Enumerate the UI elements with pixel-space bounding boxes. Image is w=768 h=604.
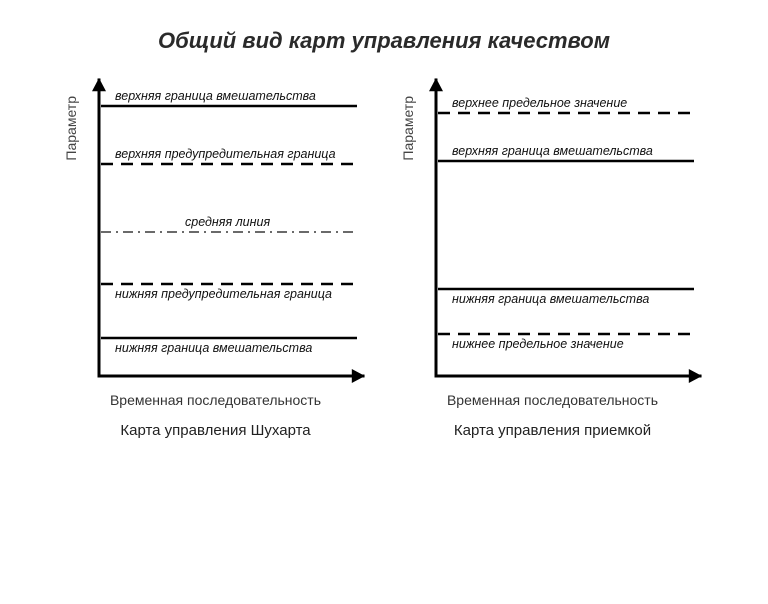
plot-area: верхняя граница вмешательстваверхняя пре… bbox=[85, 76, 368, 386]
chart-acceptance: Параметр верхнее предельное значениеверх… bbox=[400, 76, 705, 439]
x-axis-label: Временная последовательность bbox=[110, 392, 321, 408]
chart-frame: Параметр верхнее предельное значениеверх… bbox=[400, 76, 705, 386]
chart-shewhart: Параметр верхняя граница вмешательстваве… bbox=[63, 76, 368, 439]
charts-row: Параметр верхняя граница вмешательстваве… bbox=[0, 76, 768, 439]
chart-svg bbox=[422, 76, 705, 386]
chart-frame: Параметр верхняя граница вмешательстваве… bbox=[63, 76, 368, 386]
chart-svg bbox=[85, 76, 368, 386]
page-title: Общий вид карт управления качеством bbox=[0, 28, 768, 54]
y-axis-label: Параметр bbox=[63, 76, 79, 211]
chart-caption: Карта управления Шухарта bbox=[120, 422, 310, 439]
y-axis-label: Параметр bbox=[400, 76, 416, 211]
chart-caption: Карта управления приемкой bbox=[454, 422, 651, 439]
plot-area: верхнее предельное значениеверхняя грани… bbox=[422, 76, 705, 386]
x-axis-label: Временная последовательность bbox=[447, 392, 658, 408]
